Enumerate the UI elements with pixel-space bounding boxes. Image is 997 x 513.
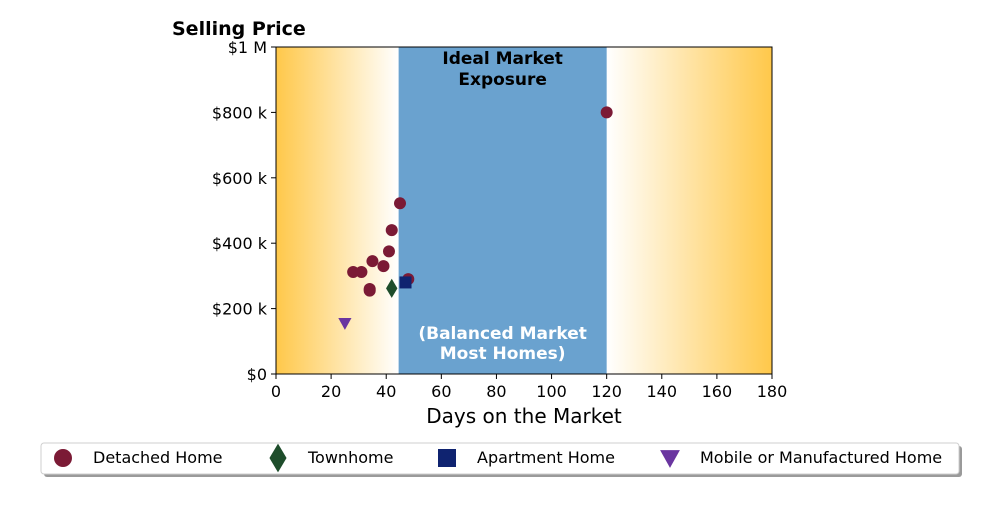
plot-background [276, 47, 772, 374]
y-tick-label: $400 k [212, 234, 268, 253]
legend-label-apartment-home: Apartment Home [477, 448, 615, 467]
x-tick-label: 100 [536, 382, 567, 401]
x-tick-label: 140 [647, 382, 678, 401]
right-gradient-region [606, 47, 772, 374]
x-tick-label: 120 [591, 382, 622, 401]
legend-marker-townhome [269, 443, 287, 473]
x-tick-label: 80 [486, 382, 506, 401]
y-axis: $0 $200 k $400 k $600 k $800 k $1 M [212, 38, 276, 384]
x-tick-label: 180 [757, 382, 788, 401]
apartment-home-point [399, 276, 412, 289]
detached-home-point [355, 265, 368, 278]
band-label-bottom-line: Most Homes) [440, 344, 566, 364]
x-tick-label: 160 [702, 382, 733, 401]
legend-marker-detached-home [54, 449, 72, 467]
band-label-top-line: Exposure [458, 70, 547, 90]
x-tick-label: 0 [271, 382, 281, 401]
legend-marker-apartment-home [438, 449, 456, 467]
detached-home-point [366, 255, 379, 268]
legend-label-detached-home: Detached Home [93, 448, 223, 467]
legend-marker-mobile-or-manufactured-home [660, 450, 680, 468]
y-tick-label: $0 [247, 365, 267, 384]
x-tick-label: 20 [321, 382, 341, 401]
townhome-point [386, 278, 398, 298]
legend-box [40, 442, 960, 475]
ideal-exposure-band [398, 47, 607, 374]
y-tick-label: $1 M [228, 38, 267, 57]
detached-home-point [377, 260, 390, 273]
y-tick-label: $600 k [212, 169, 268, 188]
legend-label-townhome: Townhome [307, 448, 393, 467]
detached-home-point [347, 265, 360, 278]
y-tick-label: $800 k [212, 103, 268, 122]
band-label-bottom-line: (Balanced Market [418, 324, 587, 344]
x-tick-label: 60 [431, 382, 451, 401]
legend-items: Detached Home Townhome Apartment Home Mobil… [54, 443, 942, 473]
detached-home-point [385, 224, 398, 237]
detached-home-point [363, 282, 376, 295]
x-axis: 0 20 40 60 80 100 120 140 160 180 [271, 374, 787, 401]
legend-label-mobile-or-manufactured-home: Mobile or Manufactured Home [700, 448, 942, 467]
x-axis-label: Days on the Market [426, 404, 622, 428]
chart-title: Selling Price [172, 18, 306, 40]
mobile-or-manufactured-home-point [338, 318, 352, 330]
left-gradient-region [276, 47, 399, 374]
legend: Detached Home Townhome Apartment Home Mobil… [40, 442, 962, 477]
y-tick-label: $200 k [212, 300, 268, 319]
data-markers [338, 106, 613, 330]
detached-home-point [382, 245, 395, 258]
detached-home-point [394, 197, 406, 210]
x-tick-label: 40 [376, 382, 396, 401]
plot-frame [275, 46, 773, 375]
detached-home-point [600, 106, 613, 119]
band-label-top-line: Ideal Market [442, 49, 563, 69]
